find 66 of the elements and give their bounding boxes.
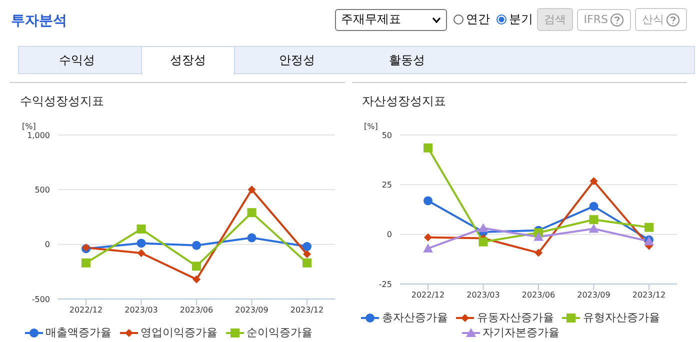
text: 투자분석: [11, 12, 67, 30]
point: [303, 250, 311, 258]
x-tick-label: 2022/12: [411, 290, 445, 300]
point: [248, 186, 256, 194]
text: 검색: [536, 8, 573, 31]
text: 활동성: [388, 52, 426, 69]
y-tick-label: 0: [44, 240, 50, 250]
text: 안정성: [278, 52, 316, 69]
y-tick-label: -25: [378, 280, 392, 289]
text: 주재무제표: [340, 11, 401, 28]
point: [136, 238, 146, 248]
point: [82, 258, 90, 268]
point: [534, 248, 542, 257]
text: 성장성: [141, 46, 235, 75]
point: [424, 196, 432, 206]
point: [424, 233, 432, 242]
x-tick-label: 2023/12: [632, 290, 666, 300]
x-tick-label: 2023/06: [522, 290, 556, 300]
point: [192, 262, 201, 271]
point: [588, 224, 599, 233]
point: [478, 223, 488, 232]
legend-label: 자기자본증가율: [482, 325, 560, 340]
point: [247, 233, 256, 242]
text: 연간: [466, 11, 490, 28]
point: [302, 242, 312, 252]
point: [534, 232, 544, 241]
y-tick-label: 0: [386, 230, 392, 240]
text: 수익성: [58, 52, 96, 69]
y-axis-title: [%]: [364, 122, 378, 131]
point: [137, 249, 146, 258]
x-tick-label: 2023/09: [577, 290, 610, 300]
point: [192, 275, 200, 284]
x-tick-label: 2023/03: [466, 290, 500, 300]
x-tick-label: 2023/09: [235, 306, 268, 315]
point: [302, 258, 312, 268]
x-tick-label: 2023/03: [124, 306, 158, 315]
point: [136, 224, 146, 234]
legend-label: 영업이익증가율: [140, 325, 218, 340]
text: 산식: [635, 8, 687, 31]
x-tick-label: 2023/12: [290, 306, 324, 315]
y-tick-label: 1,000: [27, 130, 50, 140]
point: [589, 215, 598, 224]
legend-label: 매출액증가율: [44, 325, 112, 340]
y-axis-title: [%]: [22, 122, 36, 131]
chart-title: 수익성장성지표: [20, 93, 104, 110]
point: [192, 240, 201, 250]
legend-label: 유형자산증가율: [582, 310, 660, 325]
point: [589, 202, 598, 211]
point: [247, 208, 256, 218]
point: [424, 143, 432, 152]
y-tick-label: 50: [382, 130, 392, 140]
x-tick-label: 2023/06: [180, 306, 214, 315]
y-tick-label: 500: [34, 186, 50, 195]
text: 분기: [508, 11, 533, 28]
legend-label: 유동자산증가율: [476, 310, 554, 325]
chart-title: 자산성장성지표: [362, 93, 446, 110]
legend-label: 순이익증가율: [246, 325, 312, 340]
point: [423, 243, 433, 252]
point: [590, 177, 598, 186]
y-tick-label: 25: [382, 180, 392, 190]
point: [644, 222, 654, 232]
text: IFRS: [576, 8, 631, 30]
legend-label: 총자산증가율: [381, 310, 448, 325]
x-tick-label: 2022/12: [69, 306, 103, 315]
y-tick-label: -500: [32, 294, 50, 304]
point: [478, 237, 488, 246]
